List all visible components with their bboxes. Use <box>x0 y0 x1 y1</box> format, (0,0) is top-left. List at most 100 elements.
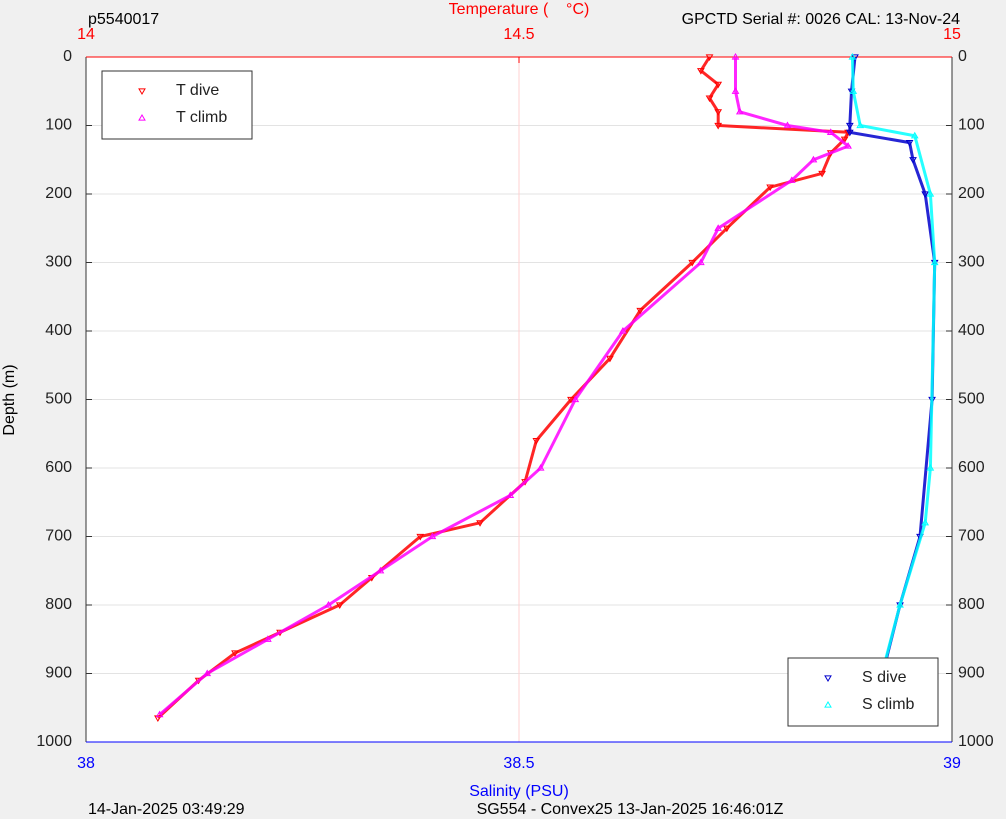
y2-tick-label: 500 <box>958 391 985 408</box>
data-point <box>619 327 627 334</box>
y-tick-label: 800 <box>45 596 72 613</box>
y2-tick-label: 300 <box>958 254 985 271</box>
data-point <box>606 355 614 363</box>
x-axis-label: Salinity (PSU) <box>469 783 569 800</box>
y-tick-label: 900 <box>45 665 72 682</box>
title-left: p5540017 <box>88 11 159 28</box>
data-point <box>714 122 723 130</box>
data-point <box>921 518 930 526</box>
y2-tick-label: 100 <box>958 117 985 134</box>
x2-tick-label: 14 <box>77 26 95 43</box>
data-point <box>921 191 930 198</box>
y2-tick-label: 800 <box>958 596 985 613</box>
data-point <box>714 109 723 116</box>
legend-marker <box>824 675 832 682</box>
data-point <box>856 121 865 129</box>
y2-tick-label: 1000 <box>958 733 994 750</box>
data-point <box>506 491 515 498</box>
y-tick-label: 300 <box>45 254 72 271</box>
legend-label: T climb <box>176 109 227 126</box>
y-tick-label: 0 <box>63 48 72 65</box>
y2-tick-label: 200 <box>958 185 985 202</box>
legend-box <box>787 657 939 727</box>
y-tick-label: 700 <box>45 528 72 545</box>
data-point <box>896 601 904 608</box>
data-point <box>848 53 857 60</box>
y-tick-label: 1000 <box>36 733 72 750</box>
data-point <box>731 53 740 60</box>
data-point <box>203 669 212 677</box>
x-tick-label: 38.5 <box>503 755 534 772</box>
data-point <box>849 87 858 94</box>
footer-left: 14-Jan-2025 03:49:29 <box>88 801 245 818</box>
data-point <box>263 635 272 642</box>
y2-tick-label: 400 <box>958 322 985 339</box>
profile-line <box>850 56 937 719</box>
data-point <box>930 258 939 266</box>
data-point <box>818 170 826 178</box>
data-point <box>766 184 775 192</box>
data-point <box>910 131 919 139</box>
y2-tick-label: 900 <box>958 665 985 682</box>
data-point <box>155 710 164 718</box>
legend-label: S climb <box>862 696 915 713</box>
data-point <box>905 140 914 147</box>
legend-label: T dive <box>176 82 219 99</box>
data-point <box>809 155 818 163</box>
footer-center: SG554 - Convex25 13-Jan-2025 16:46:01Z <box>477 801 784 818</box>
data-point <box>324 601 333 608</box>
y-tick-label: 200 <box>45 185 72 202</box>
data-point <box>696 68 705 75</box>
y-tick-label: 600 <box>45 459 72 476</box>
y-tick-label: 400 <box>45 322 72 339</box>
legend-marker <box>824 701 832 708</box>
y2-tick-label: 600 <box>958 459 985 476</box>
legend-marker <box>138 114 146 121</box>
data-point <box>731 87 740 94</box>
x2-axis-label: Temperature ( °C) <box>449 1 590 18</box>
title-right: GPCTD Serial #: 0026 CAL: 13-Nov-24 <box>682 11 960 28</box>
data-point <box>636 307 645 315</box>
data-point <box>787 176 796 183</box>
data-point <box>722 225 731 233</box>
legend-label: S dive <box>862 669 907 686</box>
data-point <box>783 121 792 129</box>
y2-tick-label: 700 <box>958 528 985 545</box>
y2-tick-label: 0 <box>958 48 967 65</box>
data-point <box>376 566 385 574</box>
y-axis-label: Depth (m) <box>1 364 18 435</box>
data-point <box>428 532 437 540</box>
data-point <box>714 224 723 231</box>
data-point <box>714 81 723 89</box>
y-tick-label: 100 <box>45 117 72 134</box>
legend-box <box>101 70 253 140</box>
data-point <box>696 258 705 266</box>
data-point <box>826 128 835 135</box>
data-point <box>571 395 580 403</box>
data-point <box>688 259 697 267</box>
x-tick-label: 39 <box>943 755 961 772</box>
legend-marker <box>138 88 146 95</box>
data-point <box>335 602 344 609</box>
data-point <box>926 190 935 197</box>
y-tick-label: 500 <box>45 391 72 408</box>
data-point <box>840 136 849 144</box>
data-point <box>532 438 541 445</box>
data-point <box>845 122 854 130</box>
data-point <box>705 95 714 103</box>
x-tick-label: 38 <box>77 755 95 772</box>
x2-tick-label: 15 <box>943 26 961 43</box>
data-point <box>735 107 744 115</box>
data-point <box>926 464 935 471</box>
profile-line <box>158 57 852 716</box>
data-point <box>231 650 239 657</box>
data-point <box>909 157 917 164</box>
data-point <box>567 396 575 404</box>
data-point <box>844 142 852 149</box>
data-point <box>705 54 714 61</box>
data-point <box>154 715 162 723</box>
data-point <box>845 129 854 137</box>
data-point <box>476 520 484 527</box>
data-point <box>416 533 425 541</box>
